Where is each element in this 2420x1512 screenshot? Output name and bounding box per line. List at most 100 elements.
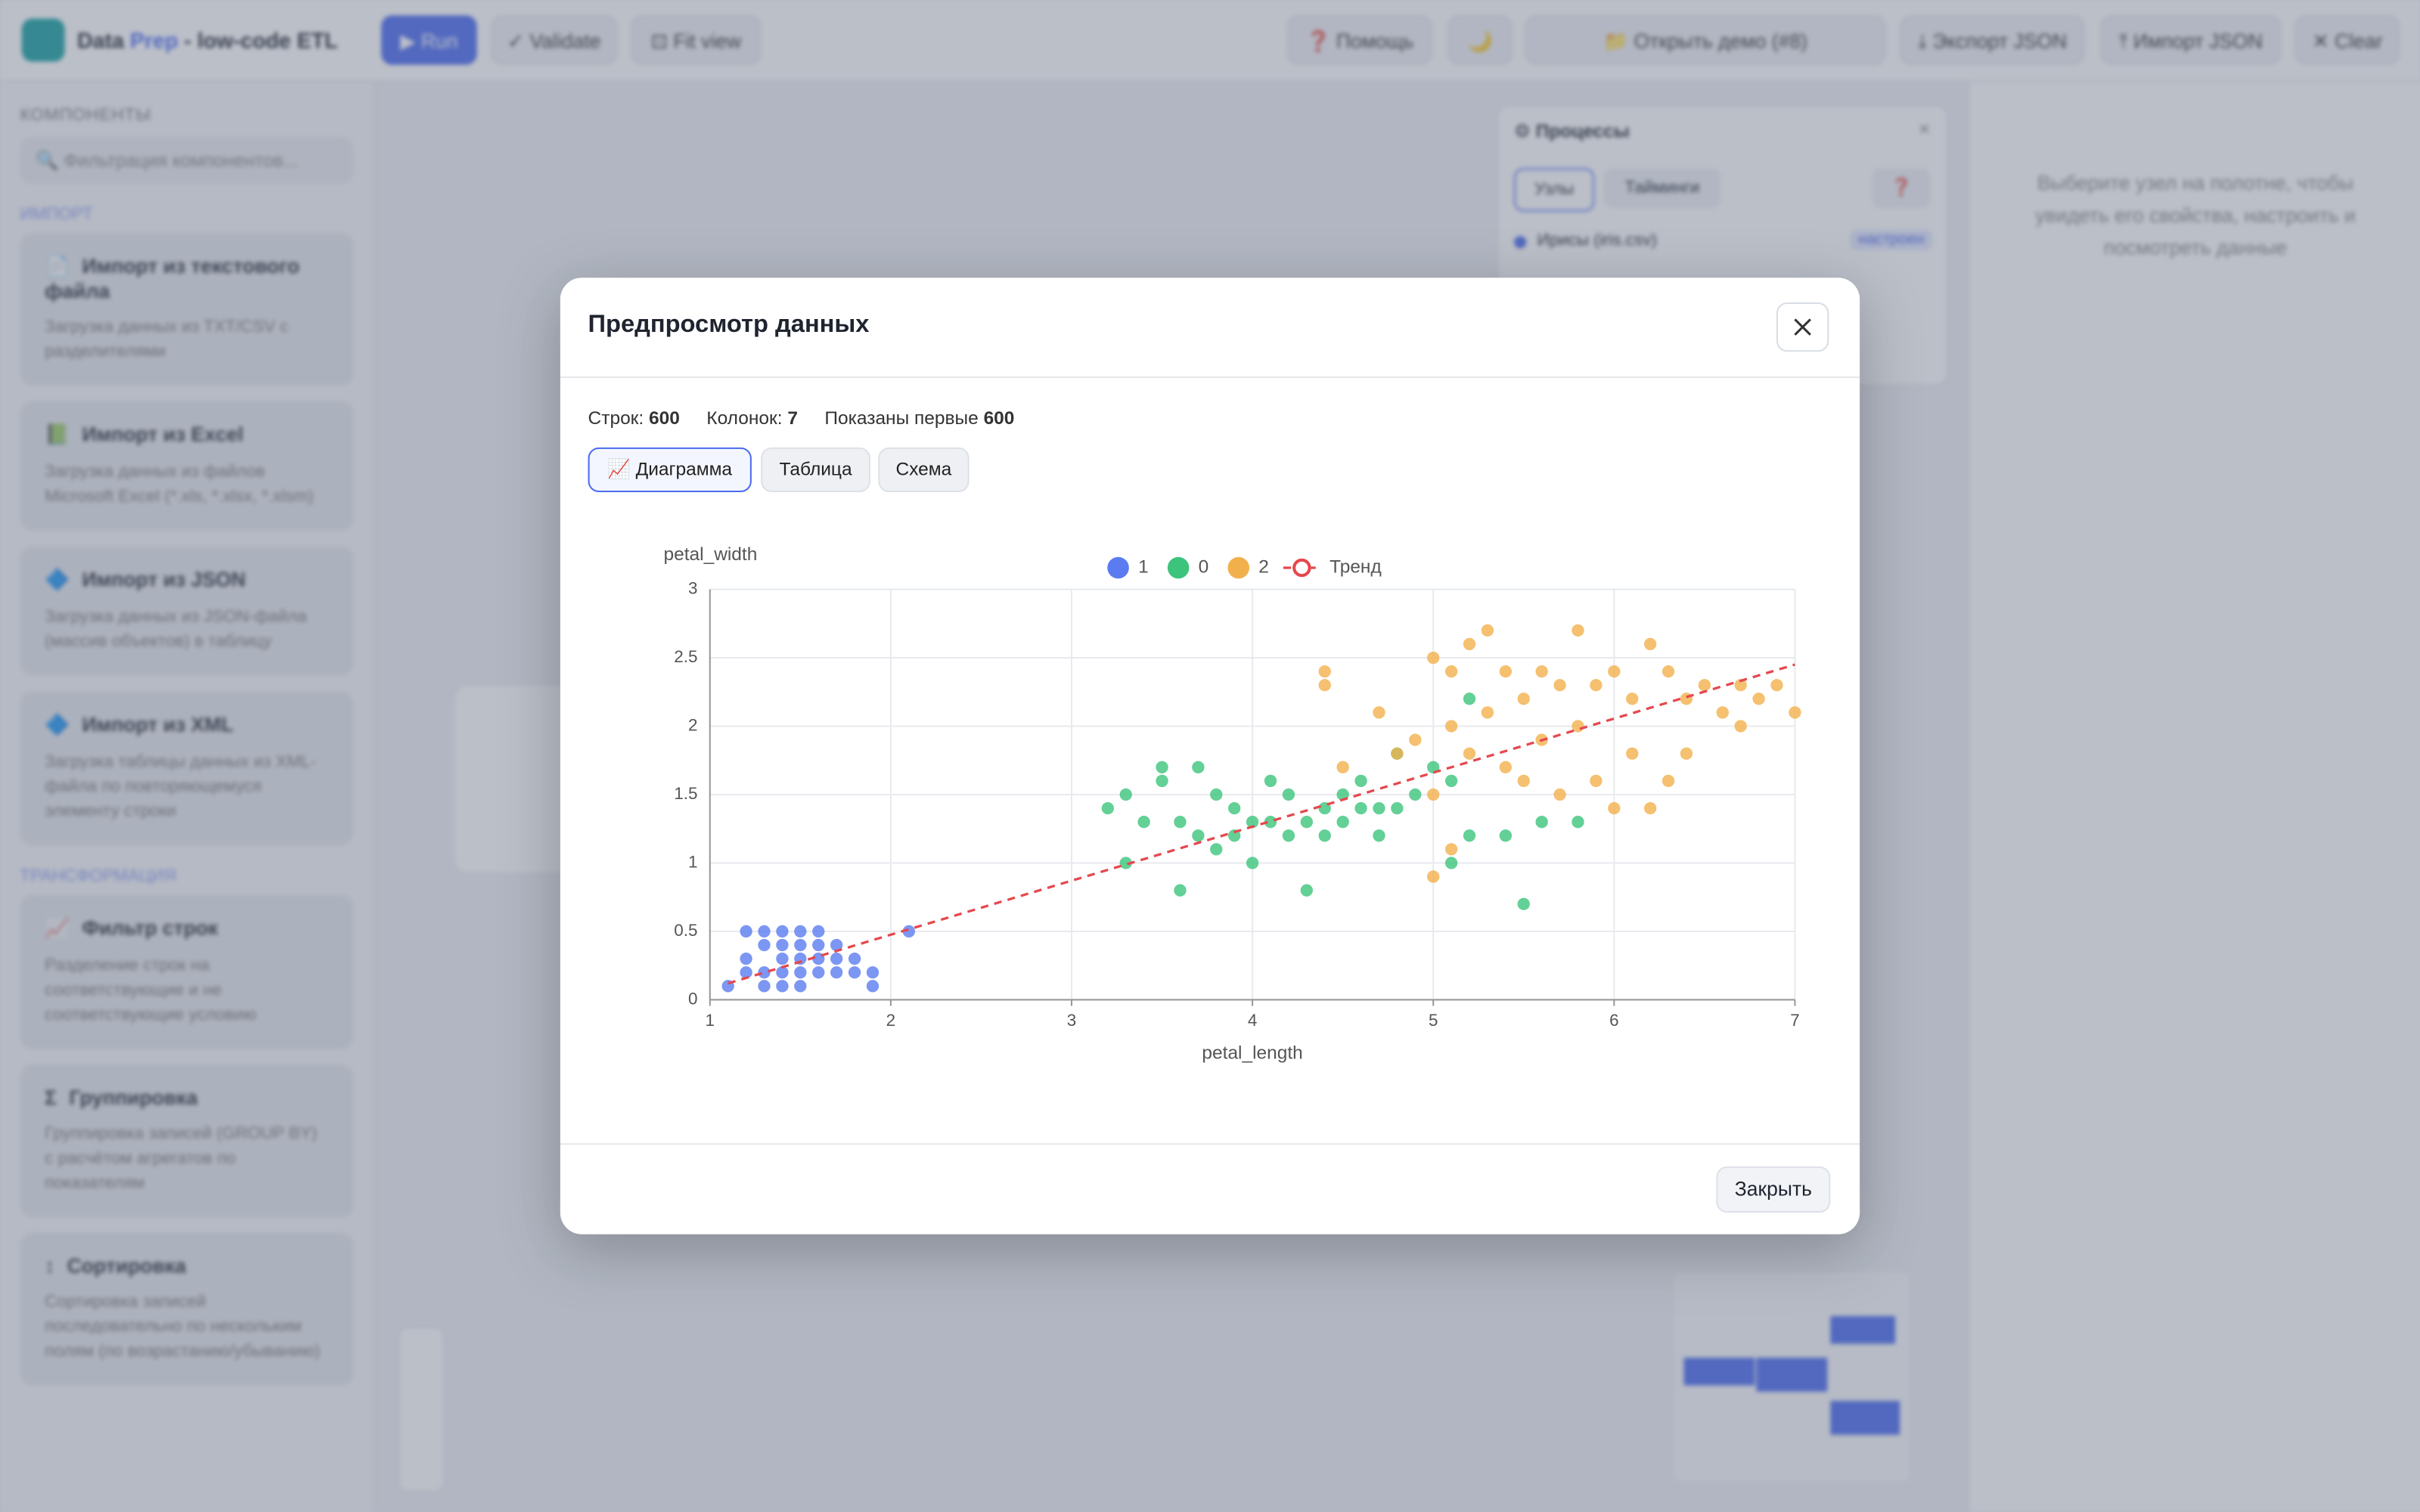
y-tick-label: 3 bbox=[688, 579, 697, 598]
search[interactable]: 🔍 Фильтрация компонентов... bbox=[20, 137, 354, 184]
x-tick-label: 1 bbox=[706, 1011, 715, 1030]
point bbox=[1444, 857, 1458, 869]
point bbox=[1336, 761, 1349, 773]
process-help[interactable]: ❓ bbox=[1872, 168, 1931, 209]
card-title: 📈 Фильтр строк bbox=[45, 916, 329, 941]
point bbox=[812, 938, 825, 952]
logo-icon bbox=[21, 18, 65, 62]
logo-suffix: - low-code ETL bbox=[184, 27, 338, 53]
point bbox=[1698, 679, 1711, 692]
chart: 0 0.5 1 1.5 2 2.5 3 1 2 3 4 5 6 7 petal_length petal_wi… bbox=[664, 544, 1801, 1063]
card[interactable]: 📄 Импорт из текстового файла Загрузка данн… bbox=[20, 233, 354, 386]
properties-hint: Выберите узел на полотне, чтобы увидеть … bbox=[2035, 171, 2356, 259]
stat-label: Строк: bbox=[588, 407, 644, 429]
card[interactable]: Σ Группировка Группировка записей (GROUP B… bbox=[20, 1064, 354, 1218]
point bbox=[1590, 774, 1602, 788]
card[interactable]: 📈 Фильтр строк Разделение строк на соответ… bbox=[20, 894, 354, 1049]
point bbox=[1444, 843, 1458, 856]
point bbox=[830, 966, 843, 979]
point bbox=[776, 966, 789, 979]
y-axis-label: petal_width bbox=[664, 544, 758, 565]
topbar: Data Prep - low-code ETL ▶ Run ✓ Validate… bbox=[0, 0, 2420, 82]
modal-close[interactable] bbox=[1776, 302, 1829, 352]
y-tick-label: 2.5 bbox=[674, 647, 697, 666]
point bbox=[902, 925, 915, 938]
point bbox=[776, 938, 789, 952]
process-tab[interactable]: Тайминги bbox=[1603, 168, 1721, 209]
point bbox=[1246, 816, 1259, 829]
card-title: 🔷 Импорт из XML bbox=[45, 713, 329, 738]
logo: Data Prep - low-code ETL bbox=[77, 28, 338, 53]
toolbar-button[interactable]: ⊡ Fit view bbox=[631, 15, 762, 65]
point bbox=[830, 952, 843, 965]
point bbox=[1734, 679, 1747, 692]
card-icon: 🔷 bbox=[45, 568, 70, 591]
section-title: ТРАНСФОРМАЦИЯ bbox=[20, 866, 177, 886]
point bbox=[1571, 816, 1584, 829]
toolbar-button[interactable]: 🌙 bbox=[1447, 15, 1512, 65]
card-title: 📗 Импорт из Excel bbox=[45, 423, 329, 448]
point bbox=[1680, 747, 1693, 760]
view-tab[interactable]: Таблица bbox=[761, 447, 871, 493]
point bbox=[1517, 692, 1530, 705]
legend-marker bbox=[1107, 556, 1129, 579]
toolbar-button[interactable]: ⤒ Импорт JSON bbox=[2100, 15, 2282, 65]
point bbox=[1499, 665, 1512, 678]
point bbox=[1481, 624, 1494, 637]
point bbox=[1571, 624, 1584, 637]
point bbox=[1427, 788, 1440, 801]
stat-value: 600 bbox=[983, 407, 1015, 429]
point bbox=[758, 980, 771, 993]
point bbox=[866, 966, 880, 979]
minimap bbox=[1674, 1272, 1910, 1482]
process-close[interactable]: × bbox=[1918, 117, 1931, 141]
stat-value: 7 bbox=[787, 407, 798, 429]
point bbox=[812, 925, 825, 938]
y-tick-label: 0.5 bbox=[674, 921, 697, 940]
point bbox=[848, 966, 861, 979]
card-name: Группировка bbox=[69, 1086, 198, 1110]
point bbox=[1608, 665, 1621, 678]
card[interactable]: 🔷 Импорт из XML Загрузка таблицы данных из… bbox=[20, 691, 354, 846]
legend-marker bbox=[1227, 556, 1250, 579]
properties-panel: Выберите узел на полотне, чтобы увидеть … bbox=[1968, 82, 2420, 1512]
point bbox=[1228, 829, 1241, 842]
toolbar-button[interactable]: ✕ Clear bbox=[2294, 15, 2400, 65]
process-tab[interactable]: Узлы bbox=[1514, 168, 1595, 212]
card-name: Сортировка bbox=[67, 1254, 187, 1278]
close-button[interactable]: Закрыть bbox=[1716, 1166, 1831, 1213]
card[interactable]: 📗 Импорт из Excel Загрузка данных из файло… bbox=[20, 401, 354, 531]
card-icon: 🔷 bbox=[45, 712, 70, 736]
stat-value: 600 bbox=[649, 407, 680, 429]
point bbox=[1210, 788, 1223, 801]
view-tab[interactable]: 📈 Диаграмма bbox=[588, 447, 752, 493]
point bbox=[1608, 801, 1621, 815]
toolbar-button[interactable]: ▶ Run bbox=[381, 15, 477, 65]
card[interactable]: 🔷 Импорт из JSON Загрузка данных из JSON-ф… bbox=[20, 546, 354, 676]
sidebar-title: КОМПОНЕНТЫ bbox=[20, 106, 152, 125]
point bbox=[1427, 870, 1440, 883]
point bbox=[1354, 774, 1367, 788]
card-desc: Разделение строк на соответствующие и не… bbox=[45, 956, 256, 1025]
point bbox=[1463, 692, 1476, 705]
canvas-node bbox=[455, 686, 579, 872]
card[interactable]: ↕ Сортировка Сортировка записей последоват… bbox=[20, 1232, 354, 1386]
card-icon: 📈 bbox=[45, 916, 70, 940]
view-tab[interactable]: Схема bbox=[878, 447, 970, 493]
point bbox=[740, 925, 752, 938]
toolbar-button[interactable]: ❓ Помощь bbox=[1287, 15, 1432, 65]
toolbar-button[interactable]: ✓ Validate bbox=[490, 15, 618, 65]
point bbox=[866, 980, 880, 993]
point bbox=[1192, 761, 1205, 773]
point bbox=[758, 938, 771, 952]
x-tick-label: 4 bbox=[1248, 1011, 1257, 1030]
x-tick-label: 3 bbox=[1067, 1011, 1076, 1030]
toolbar-button[interactable]: ⤓ Экспорт JSON bbox=[1900, 15, 2086, 65]
point bbox=[1101, 801, 1114, 815]
toolbar-button[interactable]: 📁 Открыть демо (#8) bbox=[1525, 15, 1886, 65]
card-icon: Σ bbox=[45, 1086, 57, 1110]
point bbox=[1373, 829, 1385, 842]
card-name: Импорт из JSON bbox=[82, 568, 246, 591]
